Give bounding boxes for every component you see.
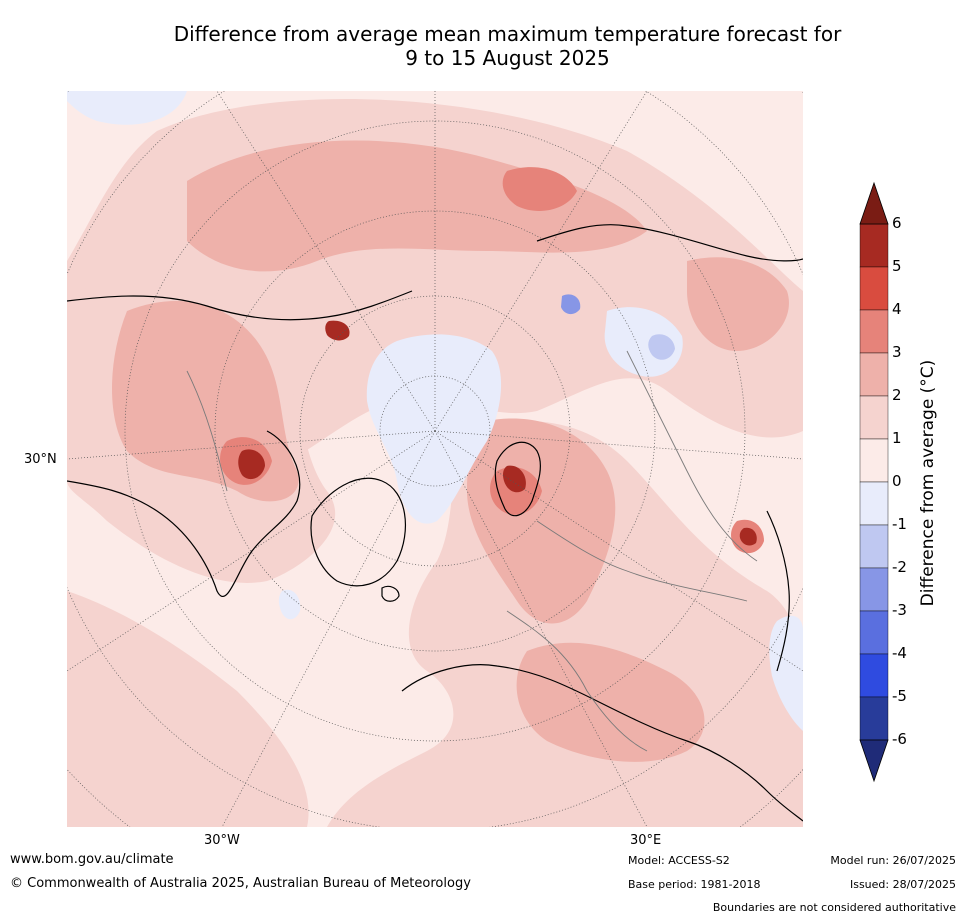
coast-greenland: [310, 477, 407, 587]
model-name: Model: ACCESS-S2: [628, 854, 730, 867]
colorbar-label: Difference from average (°C): [918, 359, 938, 607]
colorbar-tick-label: -2: [892, 558, 907, 576]
meridian-60w: [67, 430, 436, 672]
anomaly-3-4-kara-sea: [502, 167, 577, 211]
bom-url[interactable]: www.bom.gov.au/climate: [10, 852, 174, 867]
coast-europe-mediterranean: [401, 664, 803, 822]
border-canada: [186, 370, 228, 492]
map-canvas: [67, 91, 803, 827]
colorbar-tick-label: -5: [892, 687, 907, 705]
copyright-text: © Commonwealth of Australia 2025, Austra…: [10, 876, 471, 891]
model-run: Model run: 26/07/2025: [830, 854, 956, 867]
colorbar-segment: [859, 567, 889, 612]
colorbar-segment: [859, 610, 889, 655]
colorbar-tick-label: 0: [892, 472, 902, 490]
coast-iceland: [381, 585, 400, 602]
coast-east-asia: [766, 510, 790, 672]
colorbar-segment: [859, 352, 889, 397]
colorbar-segment: [859, 524, 889, 569]
colorbar-tick-label: 3: [892, 343, 902, 361]
colorbar-tick-label: -1: [892, 515, 907, 533]
border-europe-east: [506, 610, 648, 752]
colorbar-tick-label: 5: [892, 257, 902, 275]
colorbar-tick-label: -4: [892, 644, 907, 662]
anomaly-5-6-alaska-spot: [325, 320, 350, 341]
border-siberia: [626, 350, 758, 562]
colorbar-segment: [859, 309, 889, 354]
anomaly-neg1-0-greenland-arctic: [366, 334, 502, 524]
colorbar-segment: [859, 696, 889, 741]
colorbar-segment: [859, 395, 889, 440]
anomaly-2-3-balkan-region: [516, 642, 705, 762]
base-period: Base period: 1981-2018: [628, 878, 761, 891]
longitude-label-30w: 30°W: [204, 833, 240, 848]
colorbar-segment: [859, 438, 889, 483]
anomaly-5-6-asia-spot: [739, 527, 757, 546]
longitude-label-30e: 30°E: [630, 833, 662, 848]
colorbar-segment: [859, 653, 889, 698]
coast-scandinavia: [494, 441, 541, 517]
colorbar-tick-label: 4: [892, 300, 902, 318]
title-line-2: 9 to 15 August 2025: [405, 46, 610, 70]
colorbar-tick-label: -6: [892, 730, 907, 748]
colorbar-bottom-arrow: [859, 739, 889, 783]
colorbar-segment: [859, 481, 889, 526]
latitude-circle-50: [124, 120, 746, 742]
meridian-150e: [434, 91, 648, 432]
colorbar-tick-label: 1: [892, 429, 902, 447]
latitude-circle-70: [299, 295, 571, 567]
colorbar-tick-label: 6: [892, 214, 902, 232]
anomaly-neg2-neg1-siberia-spot: [648, 334, 675, 360]
colorbar-segment: [859, 266, 889, 311]
graticule: [67, 91, 803, 827]
coast-siberia: [536, 224, 803, 262]
coast-north-america: [67, 430, 301, 598]
anomaly-2-3-siberia-region: [687, 257, 789, 351]
colorbar-segments: [859, 223, 889, 741]
issued-date: Issued: 28/07/2025: [849, 878, 956, 891]
border-russia-south: [536, 520, 748, 602]
map-title: Difference from average mean maximum tem…: [60, 22, 955, 70]
anomaly-5-6-hudson-spot: [238, 449, 265, 480]
title-line-1: Difference from average mean maximum tem…: [173, 22, 842, 46]
anomaly-neg3-neg2-spot: [561, 294, 581, 315]
meridian-60e: [434, 430, 803, 672]
meridian-150w: [216, 91, 436, 432]
colorbar-tick-label: 2: [892, 386, 902, 404]
anomaly-1-2-atlantic-region: [67, 591, 309, 827]
country-borders: [186, 350, 758, 752]
coastlines: [67, 224, 803, 822]
anomaly-5-6-scandinavia-spot: [503, 465, 526, 493]
anomaly-neg1-0-atlantic-spot: [278, 589, 301, 620]
anomaly-neg1-0-east-asia-edge: [769, 615, 803, 731]
forecast-map: [67, 91, 803, 827]
boundary-disclaimer: Boundaries are not considered authoritat…: [712, 901, 956, 914]
colorbar-segment: [859, 223, 889, 268]
colorbar-top-arrow: [859, 181, 889, 225]
latitude-label-30n: 30°N: [24, 452, 57, 467]
anomaly-neg1-0-pacific-corner: [67, 91, 187, 125]
colorbar-tick-label: -3: [892, 601, 907, 619]
latitude-circle-60: [214, 210, 656, 652]
coast-alaska-arctic: [67, 290, 413, 321]
